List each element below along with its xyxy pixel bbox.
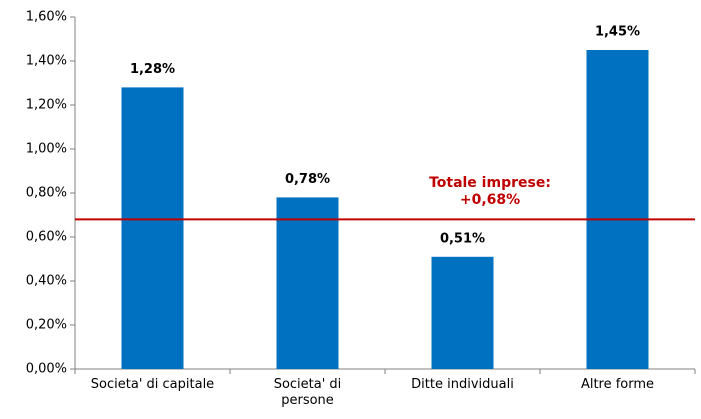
bar [121, 87, 184, 370]
y-tick-label: 1,60% [26, 10, 67, 25]
y-tick-label: 1,40% [26, 54, 67, 69]
reference-label: Totale imprese: +0,68% [429, 175, 551, 209]
y-tick-label: 0,20% [26, 318, 67, 333]
y-tick-label: 0,60% [26, 230, 67, 245]
y-tick-label: 1,00% [26, 142, 67, 157]
y-tick-label: 0,00% [26, 362, 67, 377]
bar [431, 256, 494, 369]
bar [586, 50, 649, 369]
data-label: 1,28% [130, 62, 175, 77]
y-tick-label: 1,20% [26, 98, 67, 113]
data-label: 1,45% [595, 25, 640, 40]
y-tick-label: 0,80% [26, 186, 67, 201]
x-tick-label: Societa' di persone [273, 377, 342, 408]
x-tick-label: Altre forme [580, 377, 655, 392]
data-label: 0,78% [285, 172, 330, 187]
x-tick-label: Societa' di capitale [90, 377, 215, 392]
bar [276, 197, 339, 369]
data-label: 0,51% [440, 231, 485, 246]
y-tick-label: 0,40% [26, 274, 67, 289]
x-tick-label: Ditte individuali [411, 377, 514, 392]
